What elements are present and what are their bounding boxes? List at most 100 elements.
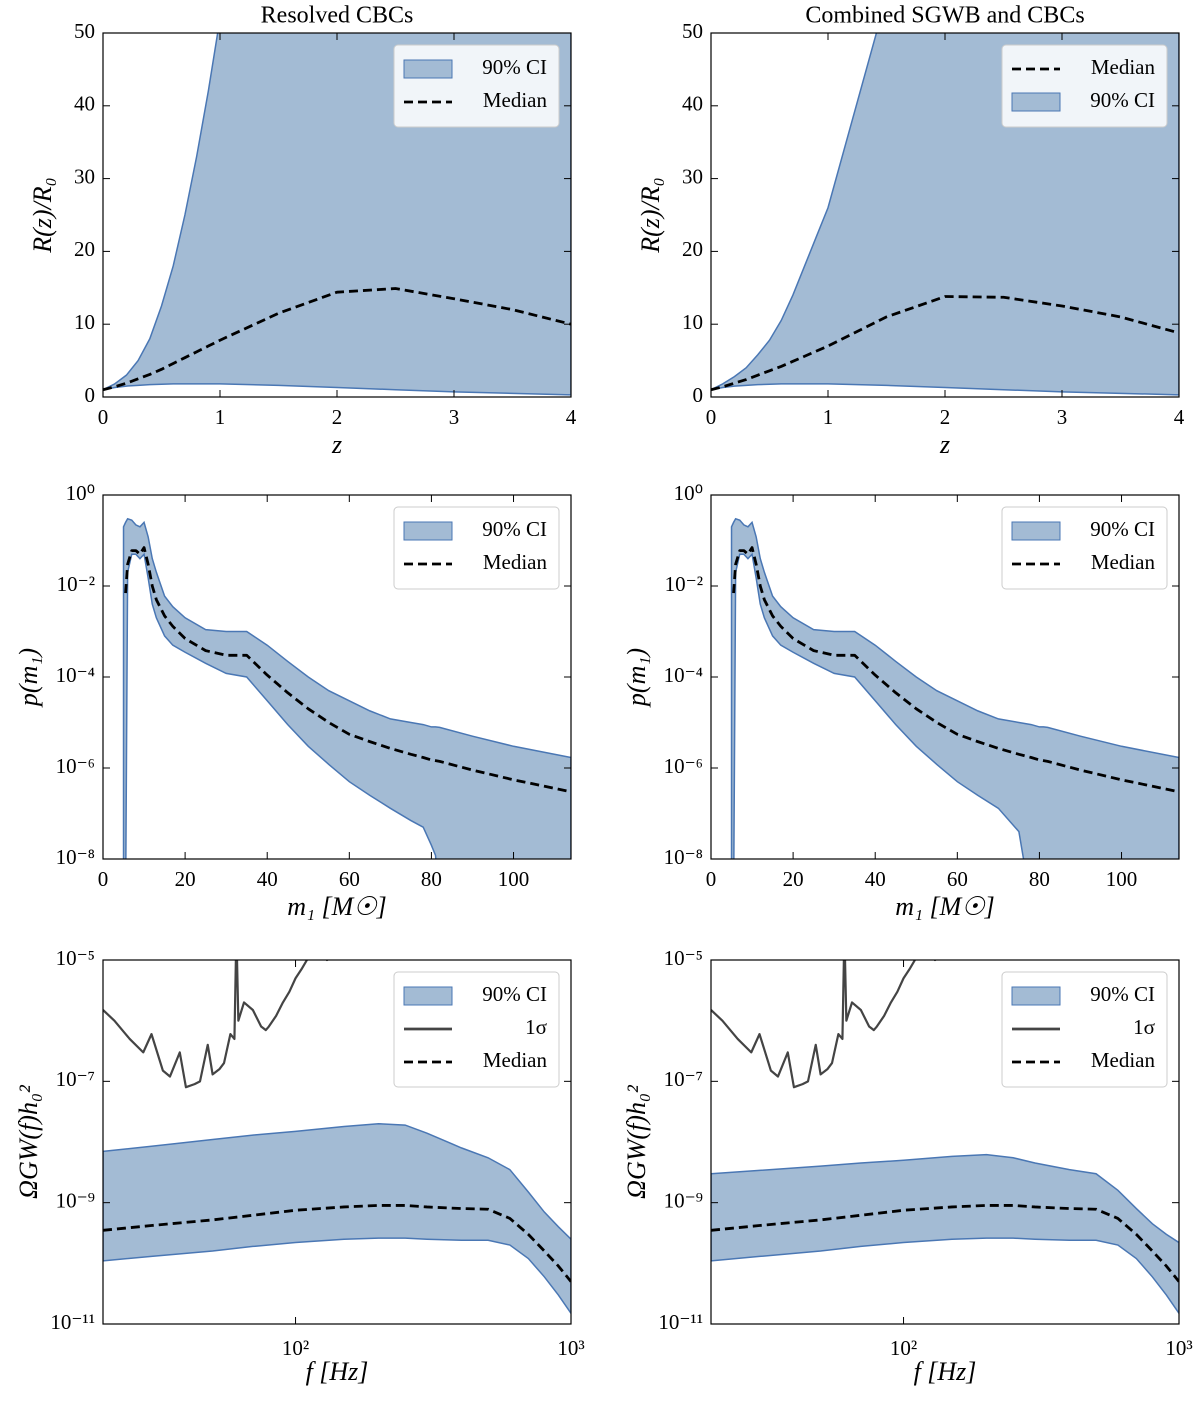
ci-band [122, 517, 571, 859]
y-axis-label: ΩGW(f)h₀² [14, 1084, 43, 1199]
plot-area [103, 960, 571, 1315]
x-tick-label: 3 [449, 405, 460, 429]
y-axis-label: R(z)/R₀ [636, 177, 665, 253]
legend-swatch [403, 59, 453, 79]
y-axis-label: ΩGW(f)h₀² [622, 1084, 651, 1199]
median-line [711, 295, 1179, 392]
y-tick-label: 40 [682, 92, 703, 116]
legend-label: 90% CI [482, 982, 547, 1006]
legend-swatch [1011, 521, 1061, 541]
y-tick-label: 30 [74, 164, 95, 188]
y-tick-label: 50 [682, 19, 703, 43]
x-tick-label: 10² [890, 1336, 917, 1360]
y-tick-label: 10⁻⁹ [664, 1188, 703, 1212]
sigma-line [711, 960, 938, 1089]
x-tick-label: 2 [940, 405, 951, 429]
legend-label: 90% CI [482, 55, 547, 79]
y-tick-label: 10⁻⁷ [664, 1067, 703, 1091]
x-tick-label: 0 [98, 405, 109, 429]
legend-label: Median [483, 550, 548, 574]
legend-label: Median [483, 88, 548, 112]
legend-label: Median [1091, 550, 1156, 574]
y-tick-label: 10⁰ [674, 481, 703, 505]
median-line [103, 287, 571, 392]
sigma-line [103, 960, 330, 1089]
x-tick-label: 40 [257, 867, 278, 891]
y-tick-label: 20 [682, 237, 703, 261]
y-axis-label: p(m₁) [14, 648, 43, 708]
plot-area [122, 517, 571, 859]
x-tick-label: 0 [706, 405, 717, 429]
y-tick-label: 10 [74, 310, 95, 334]
panel: 10² 10³ 10⁻¹¹ 10⁻⁹ 10⁻⁷ 10⁻⁵ f [Hz] ΩGW(f)h₀² 90… [622, 946, 1193, 1386]
y-tick-label: 30 [682, 164, 703, 188]
median-line [103, 1204, 571, 1283]
y-tick-label: 10⁻¹¹ [50, 1310, 95, 1334]
median-line [732, 546, 1179, 794]
x-axis-label: f [Hz] [306, 1357, 369, 1386]
legend: 90% CI Median [1001, 506, 1168, 590]
x-tick-label: 40 [865, 867, 886, 891]
x-tick-label: 100 [498, 867, 530, 891]
y-tick-label: 10⁻⁶ [664, 754, 703, 778]
y-tick-label: 10⁻⁹ [56, 1188, 95, 1212]
y-tick-label: 40 [74, 92, 95, 116]
y-tick-label: 10⁻⁶ [56, 754, 95, 778]
x-tick-label: 20 [175, 867, 196, 891]
x-tick-label: 80 [1029, 867, 1050, 891]
x-axis-label: f [Hz] [914, 1357, 977, 1386]
legend: 90% CI Median [393, 44, 560, 128]
ci-band [711, 1153, 1179, 1315]
legend-label: Median [1091, 1048, 1156, 1072]
x-axis-label: z [331, 430, 342, 459]
axes-frame [102, 959, 572, 1325]
x-tick-label: 80 [421, 867, 442, 891]
y-tick-label: 0 [693, 383, 704, 407]
x-tick-label: 100 [1106, 867, 1138, 891]
axes-frame [710, 959, 1180, 1325]
legend-swatch [403, 521, 453, 541]
legend: 90% CI 1σ Median [393, 971, 560, 1088]
y-tick-label: 10⁰ [66, 481, 95, 505]
legend-label: 1σ [525, 1015, 547, 1039]
legend-swatch [1011, 986, 1061, 1006]
legend-label: Median [483, 1048, 548, 1072]
ci-band [103, 1122, 571, 1315]
ci-band [730, 517, 1179, 859]
y-tick-label: 20 [74, 237, 95, 261]
chart-title: Resolved CBCs [261, 3, 414, 29]
y-tick-label: 10⁻² [57, 572, 95, 596]
x-axis-label: z [939, 430, 950, 459]
x-tick-label: 2 [332, 405, 343, 429]
x-axis-label: m₁ [M☉] [287, 892, 387, 921]
y-tick-label: 10⁻⁴ [664, 663, 703, 687]
y-tick-label: 10⁻⁸ [664, 845, 703, 869]
y-tick-label: 10⁻⁷ [56, 1067, 95, 1091]
x-tick-label: 20 [783, 867, 804, 891]
legend-label: 90% CI [1090, 517, 1155, 541]
x-tick-label: 60 [947, 867, 968, 891]
y-tick-label: 10 [682, 310, 703, 334]
panel: 10² 10³ 10⁻¹¹ 10⁻⁹ 10⁻⁷ 10⁻⁵ f [Hz] ΩGW(f)h₀² 90… [14, 946, 585, 1386]
y-tick-label: 10⁻⁵ [664, 946, 703, 970]
legend: Median 90% CI [1001, 44, 1168, 128]
x-axis-label: m₁ [M☉] [895, 892, 995, 921]
plot-area [730, 517, 1179, 859]
legend-label: 90% CI [1090, 982, 1155, 1006]
x-tick-label: 60 [339, 867, 360, 891]
legend-swatch [1011, 92, 1061, 112]
x-tick-label: 0 [706, 867, 717, 891]
median-line [124, 546, 571, 794]
panel: 0 20 40 60 80 100 10⁻⁸ 10⁻⁶ 10⁻⁴ 10⁻² 10⁰ m₁ [M☉] p(… [622, 481, 1180, 921]
x-tick-label: 10³ [1165, 1336, 1192, 1360]
plot-area [711, 960, 1179, 1315]
legend-label: Median [1091, 55, 1156, 79]
median-line [711, 1204, 1179, 1283]
x-tick-label: 1 [215, 405, 226, 429]
y-tick-label: 10⁻¹¹ [658, 1310, 703, 1334]
x-tick-label: 4 [566, 405, 577, 429]
x-tick-label: 10² [282, 1336, 309, 1360]
chart-title: Combined SGWB and CBCs [805, 3, 1084, 29]
